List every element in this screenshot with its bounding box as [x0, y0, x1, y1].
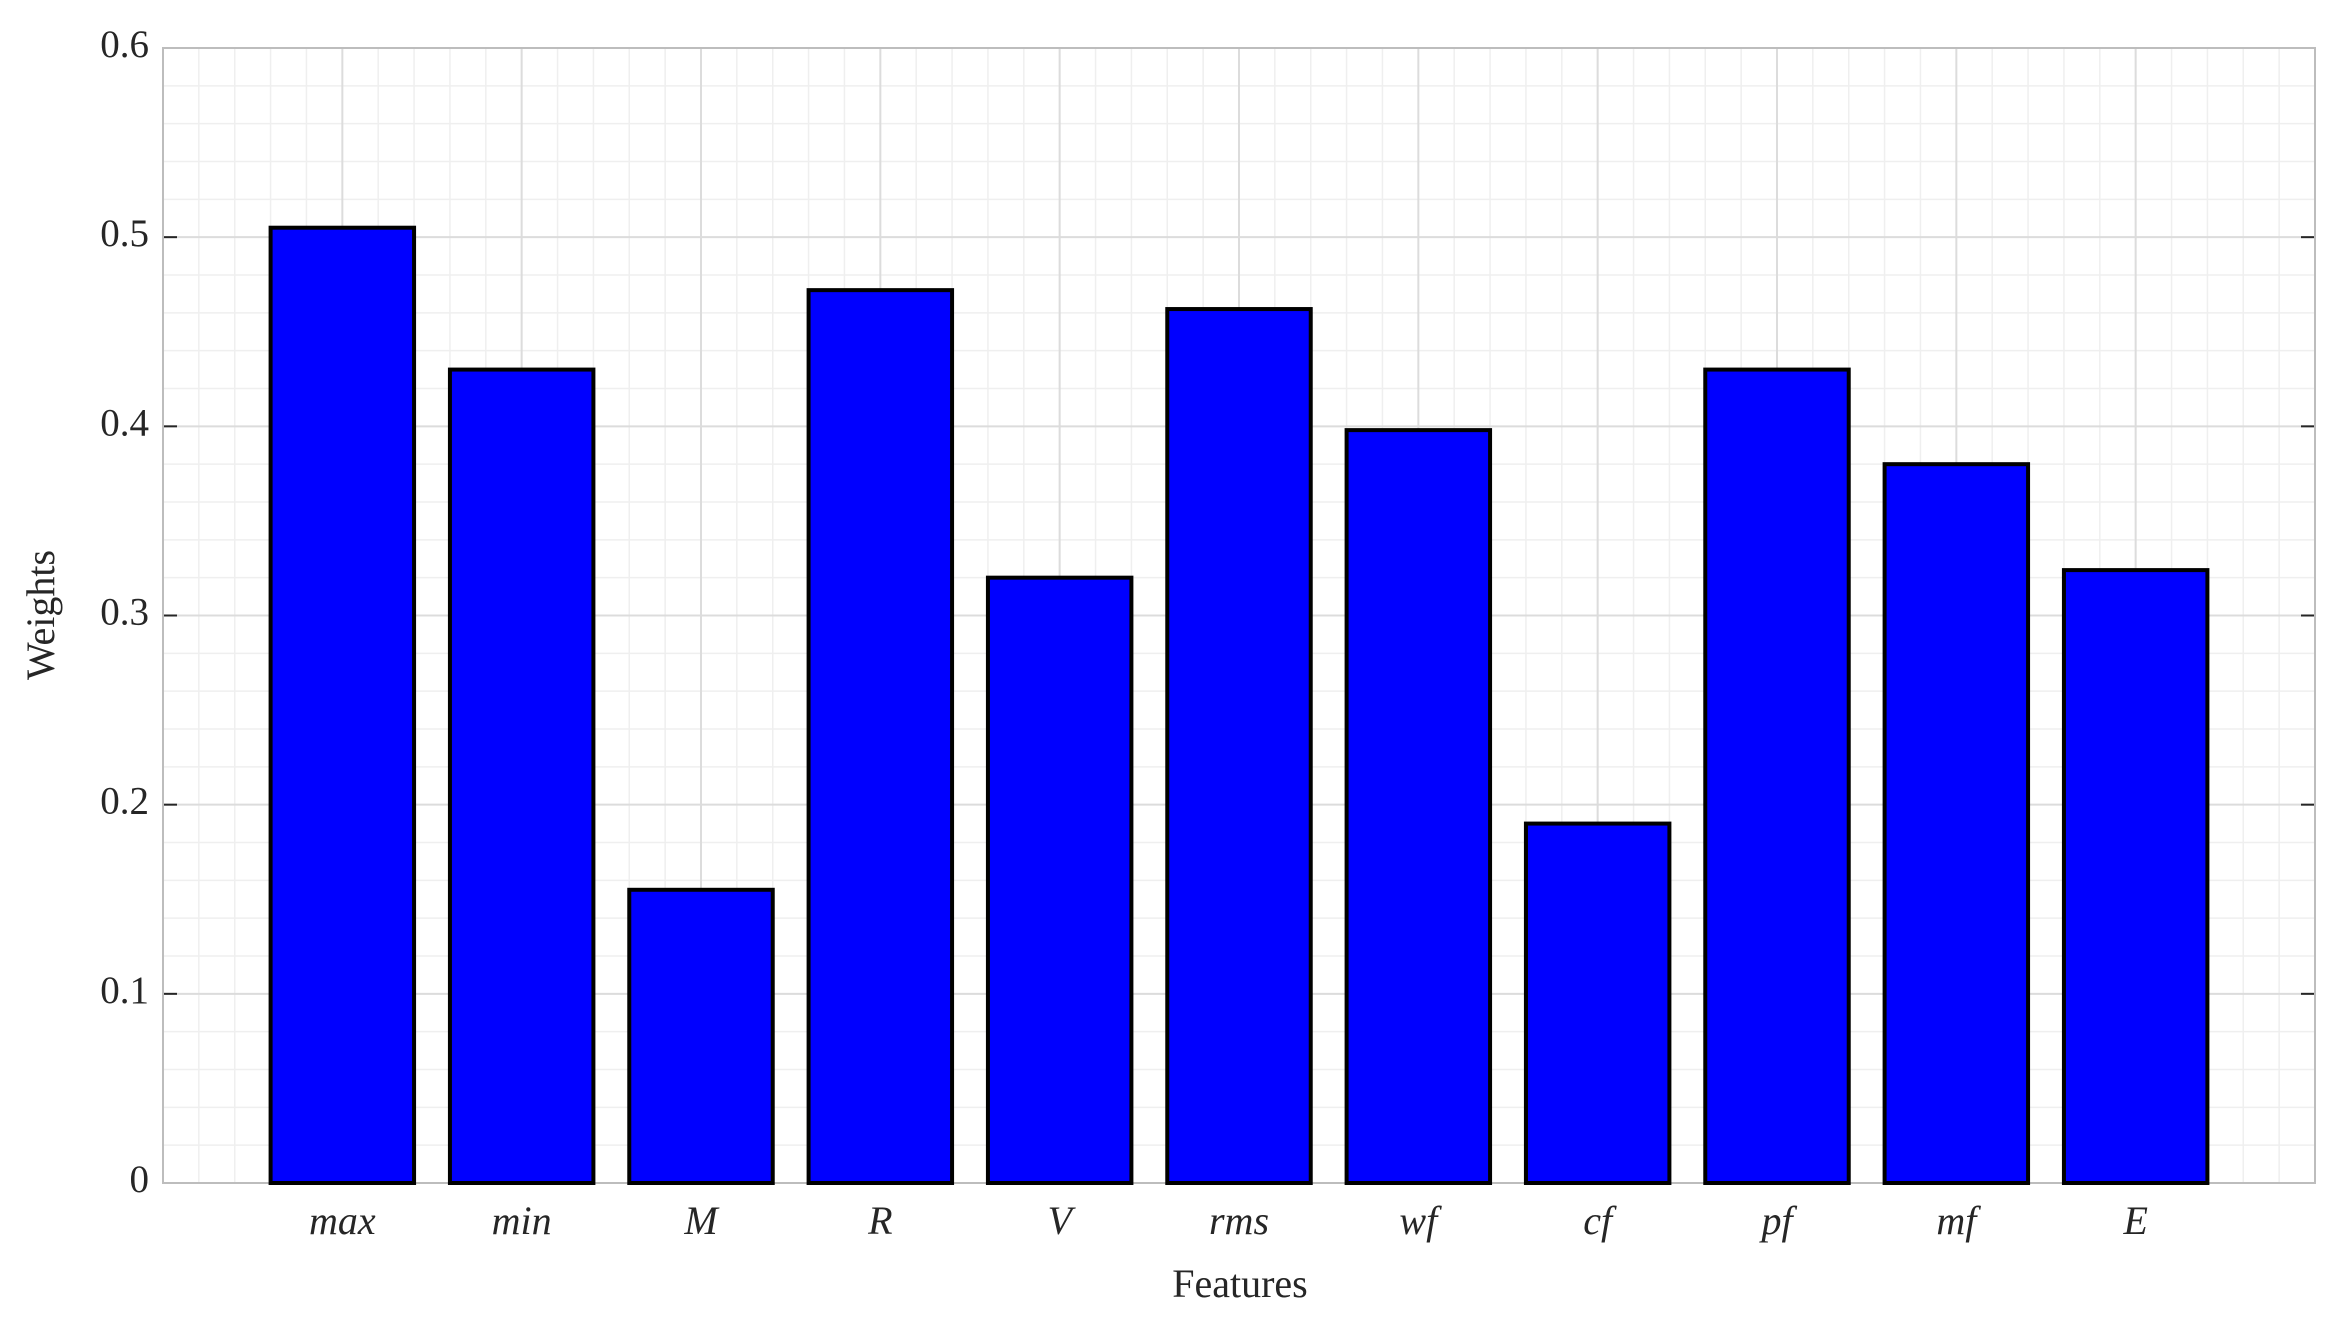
y-tick-label: 0.4: [100, 401, 149, 444]
bar: [1523, 821, 1672, 1185]
x-tick-label: cf: [1583, 1198, 1617, 1243]
x-axis-label: Features: [1172, 1261, 1308, 1306]
bar: [2061, 568, 2210, 1185]
x-tick-label: min: [492, 1198, 552, 1243]
bar: [1703, 367, 1851, 1186]
y-tick-label: 0.1: [100, 969, 149, 1012]
x-tick-label: R: [867, 1198, 892, 1243]
bar: [447, 367, 596, 1186]
bar: [806, 288, 955, 1185]
y-tick-label: 0: [130, 1158, 150, 1201]
x-tick-label: M: [683, 1198, 720, 1243]
bar: [268, 225, 417, 1186]
x-tick-label: V: [1047, 1198, 1076, 1243]
x-tick-label: pf: [1758, 1198, 1797, 1243]
y-axis-label: Weights: [18, 550, 63, 680]
bar: [985, 575, 1134, 1185]
bar: [1882, 462, 2031, 1185]
x-tick-label: mf: [1936, 1198, 1981, 1243]
x-tick-label: wf: [1399, 1198, 1442, 1243]
x-tick-label: max: [309, 1198, 376, 1243]
bar: [1165, 307, 1313, 1185]
x-tick-label: rms: [1209, 1198, 1269, 1243]
bar: [1344, 428, 1493, 1186]
y-tick-label: 0.5: [100, 212, 149, 255]
bar: [627, 887, 775, 1186]
y-tick-label: 0.2: [100, 780, 149, 823]
x-tick-label: E: [2122, 1198, 2147, 1243]
y-tick-label: 0.6: [100, 23, 149, 66]
y-tick-label: 0.3: [100, 590, 149, 633]
